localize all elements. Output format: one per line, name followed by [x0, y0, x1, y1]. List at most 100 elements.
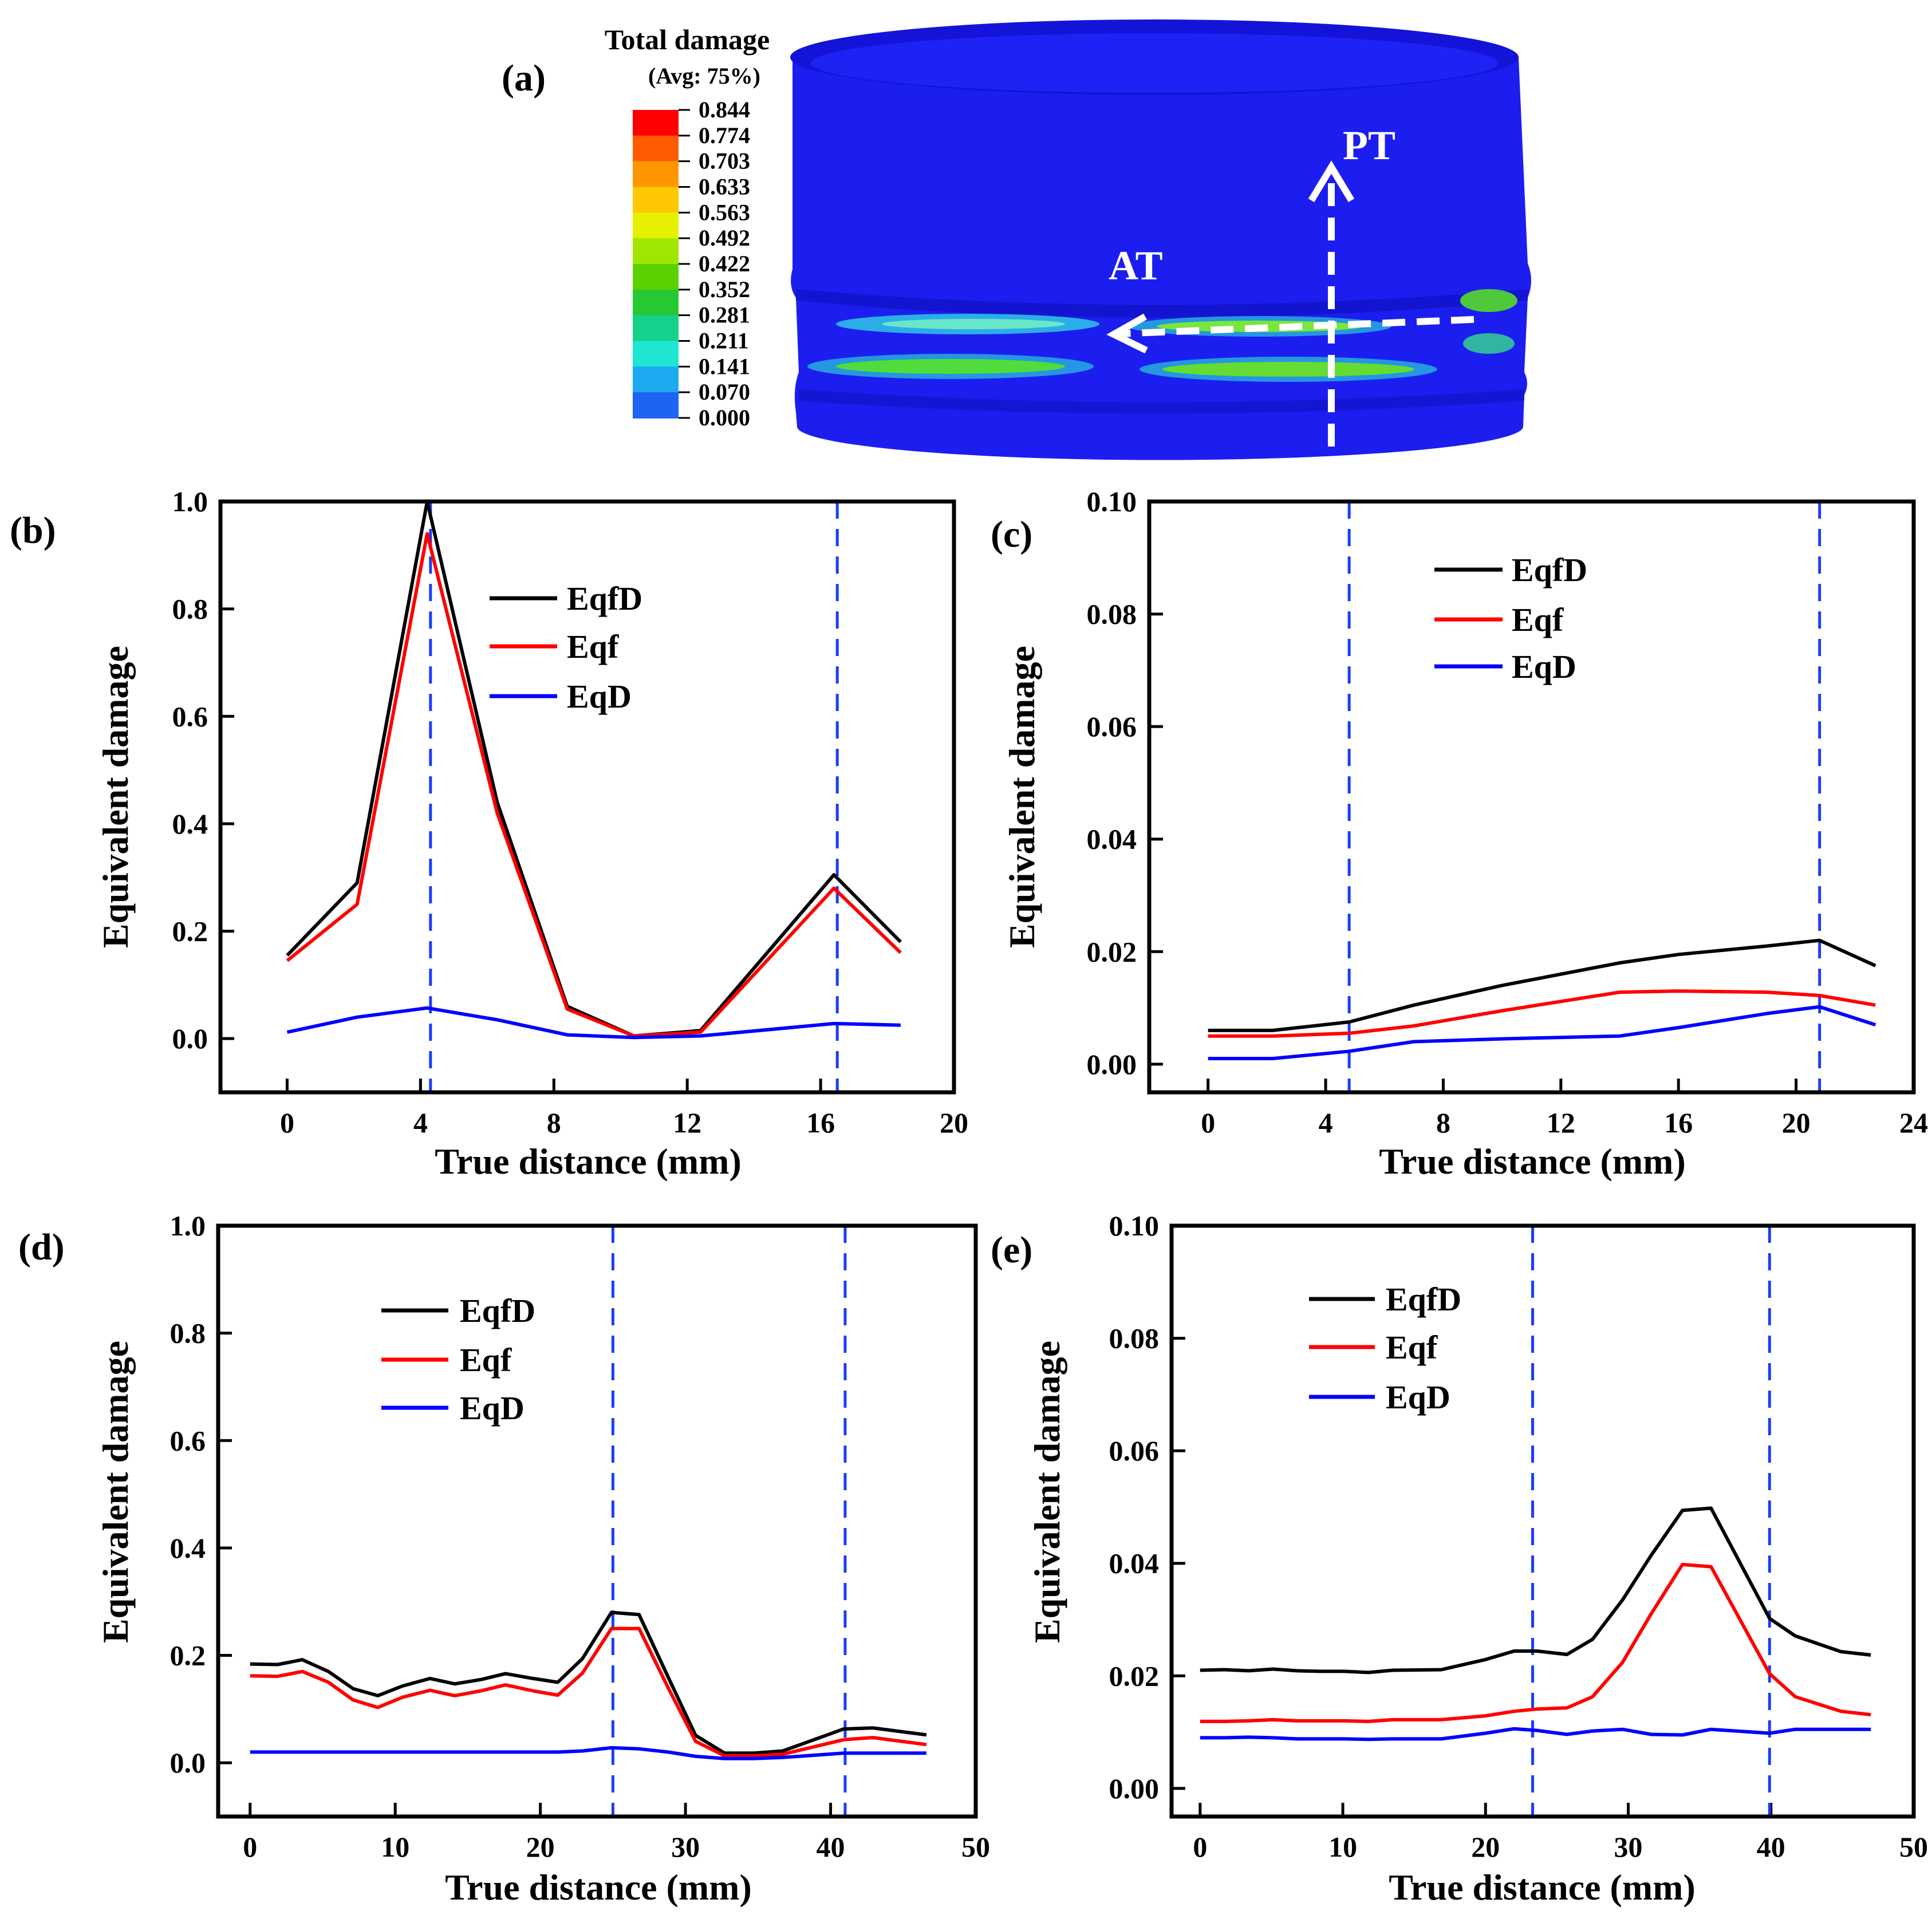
x-tick-label: 24 [1899, 1107, 1928, 1139]
x-axis-title: True distance (mm) [445, 1867, 752, 1908]
series-line-EqD [1200, 1727, 1871, 1742]
colorbar-segment [633, 366, 679, 393]
charts: (b) 0 4 8 12 16 20 0.0 0.2 0.4 0.6 0.8 1.0 True dista… [10, 485, 1928, 1908]
x-axis-title: True distance (mm) [1389, 1867, 1696, 1908]
y-tick-label: 0.6 [172, 700, 208, 732]
x-tick-label: 4 [1319, 1107, 1333, 1139]
panel-label-a: (a) [502, 57, 546, 99]
x-tick-label: 50 [1899, 1831, 1928, 1863]
x-tick-label: 30 [1614, 1831, 1643, 1863]
y-tick-label: 0.4 [172, 808, 208, 840]
colorbar: 0.8440.7740.7030.6330.5630.4920.4220.352… [633, 97, 750, 431]
chart-c: (c) 0 4 8 12 16 20 24 0.00 0.02 0.04 0.06 0.08 0.10 Tr… [991, 485, 1928, 1182]
y-tick-label: 0.06 [1087, 710, 1137, 743]
colorbar-label: 0.774 [699, 123, 750, 148]
y-tick-label: 0.2 [172, 915, 208, 947]
pt-arrow [1308, 160, 1355, 447]
y-tick-label: 0.8 [170, 1317, 206, 1349]
x-tick-label: 50 [961, 1831, 990, 1863]
cylinder-top-inner [811, 33, 1498, 93]
colorbar-label: 0.492 [699, 225, 750, 251]
x-tick-label: 20 [1782, 1107, 1811, 1139]
legend-label: Eqf [1386, 1329, 1438, 1366]
legend-label: EqD [1512, 648, 1576, 685]
y-tick-label: 0.0 [170, 1747, 206, 1779]
colorbar-label: 0.211 [699, 328, 749, 354]
colorbar-segment [633, 289, 679, 316]
x-tick-label: 0 [1201, 1107, 1215, 1139]
series-line-EqD [1208, 1005, 1876, 1060]
x-tick-label: 30 [671, 1831, 700, 1863]
colorbar-segment [633, 110, 679, 136]
colorbar-segment [633, 161, 679, 188]
series-line-Eqf [1208, 989, 1876, 1038]
y-tick-label: 0.02 [1087, 935, 1137, 968]
y-tick-label: 0.04 [1109, 1547, 1160, 1580]
at-label: AT [1109, 243, 1163, 289]
colorbar-segment [633, 187, 679, 214]
x-tick-label: 16 [806, 1107, 835, 1139]
x-tick-label: 12 [1547, 1107, 1575, 1139]
y-axis-title: Equivalent damage [1002, 646, 1042, 948]
colorbar-segment [633, 264, 679, 290]
y-tick-label: 0.10 [1109, 1210, 1160, 1242]
chart-e: (e) 0 10 20 30 40 50 0.00 0.02 0.04 0.06 0.08 0.10 Tr… [991, 1210, 1928, 1908]
at-arrow [1106, 313, 1474, 354]
x-tick-label: 8 [547, 1107, 561, 1139]
legend-label: Eqf [567, 628, 619, 665]
y-tick-label: 0.02 [1109, 1660, 1160, 1692]
x-axis-title: True distance (mm) [1379, 1141, 1686, 1182]
plot-frame [1169, 1223, 1916, 1819]
legend-label: Eqf [1512, 601, 1564, 638]
legend-label: EqD [1386, 1379, 1450, 1416]
legend-label: EqD [460, 1389, 525, 1427]
legend-label: EqfD [1386, 1281, 1461, 1318]
chart-d: (d) 0 10 20 30 40 50 0.0 0.2 0.4 0.6 0.8 1.0 True dis… [18, 1210, 990, 1908]
colorbar-label: 0.422 [699, 251, 750, 277]
panel-label: (b) [10, 510, 56, 551]
colorbar-title: Total damage [605, 23, 770, 56]
x-tick-label: 20 [1471, 1831, 1500, 1863]
colorbar-segment [633, 341, 679, 368]
x-tick-label: 40 [1757, 1831, 1785, 1863]
x-tick-label: 8 [1436, 1107, 1450, 1139]
colorbar-label: 0.703 [699, 148, 750, 174]
pt-label: PT [1343, 123, 1395, 168]
y-tick-label: 0.2 [170, 1640, 206, 1672]
colorbar-label: 0.000 [699, 405, 750, 431]
x-tick-label: 0 [243, 1831, 257, 1863]
legend-label: EqfD [567, 580, 642, 617]
colorbar-segment [633, 212, 679, 239]
y-axis-title: Equivalent damage [95, 646, 136, 948]
series-line-EqfD [1208, 938, 1876, 1032]
y-tick-label: 0.6 [170, 1424, 206, 1456]
y-tick-label: 0.04 [1087, 823, 1137, 855]
colorbar-label: 0.141 [699, 353, 750, 379]
series-line-EqfD [1200, 1506, 1871, 1675]
panel-a-damage-contour: (a) Total damage (Avg: 75%) 0.8440.7740.… [502, 19, 1531, 460]
colorbar-label: 0.633 [699, 174, 750, 200]
panel-label: (c) [991, 514, 1032, 555]
x-axis-title: True distance (mm) [435, 1141, 742, 1182]
legend-label: Eqf [460, 1341, 512, 1379]
y-tick-label: 1.0 [172, 485, 208, 518]
x-tick-label: 10 [1328, 1831, 1357, 1863]
x-tick-label: 10 [381, 1831, 409, 1863]
plot-frame [216, 1223, 978, 1819]
legend-label: EqfD [460, 1292, 535, 1329]
colorbar-label: 0.563 [699, 199, 750, 225]
y-axis-title: Equivalent damage [1027, 1341, 1067, 1643]
legend-label: EqD [567, 678, 632, 715]
y-tick-label: 0.00 [1109, 1772, 1160, 1805]
chart-b: (b) 0 4 8 12 16 20 0.0 0.2 0.4 0.6 0.8 1.0 True dista… [10, 485, 968, 1182]
y-tick-label: 0.08 [1109, 1322, 1160, 1355]
y-tick-label: 0.0 [172, 1022, 208, 1055]
colorbar-segment [633, 238, 679, 264]
legend-label: EqfD [1512, 551, 1587, 589]
y-tick-label: 0.10 [1087, 485, 1137, 518]
colorbar-label: 0.281 [699, 302, 750, 328]
series-line-Eqf [250, 1626, 927, 1758]
colorbar-label: 0.070 [699, 379, 750, 405]
x-tick-label: 12 [673, 1107, 701, 1139]
